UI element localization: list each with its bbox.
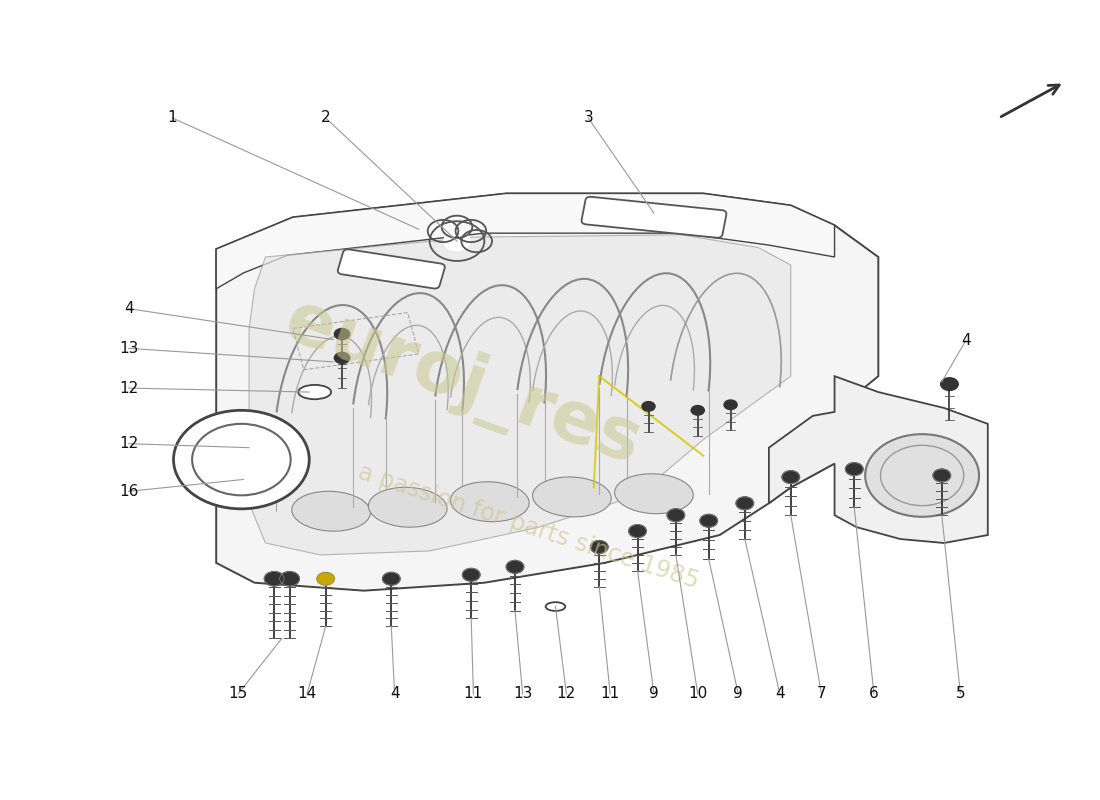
Ellipse shape — [615, 474, 693, 514]
FancyBboxPatch shape — [338, 250, 444, 289]
Text: euroj_res: euroj_res — [275, 286, 650, 482]
Text: 11: 11 — [464, 686, 483, 702]
Text: 1: 1 — [167, 110, 177, 126]
Text: 2: 2 — [321, 110, 330, 126]
Circle shape — [724, 400, 737, 410]
Ellipse shape — [451, 482, 529, 522]
Circle shape — [933, 469, 950, 482]
Text: 13: 13 — [513, 686, 532, 702]
Circle shape — [691, 406, 704, 415]
Text: a passion for parts since 1985: a passion for parts since 1985 — [354, 461, 702, 594]
Text: 3: 3 — [583, 110, 593, 126]
Text: 12: 12 — [119, 381, 139, 395]
Text: 13: 13 — [119, 341, 139, 356]
Circle shape — [383, 572, 400, 585]
Text: 4: 4 — [961, 333, 970, 348]
Text: 14: 14 — [297, 686, 317, 702]
Circle shape — [591, 541, 608, 554]
Circle shape — [334, 329, 350, 340]
Circle shape — [279, 571, 299, 586]
Text: 4: 4 — [124, 301, 133, 316]
Polygon shape — [217, 194, 878, 590]
Text: 5: 5 — [956, 686, 965, 702]
Circle shape — [667, 509, 684, 522]
Circle shape — [462, 569, 480, 581]
Ellipse shape — [292, 491, 371, 531]
Circle shape — [264, 571, 284, 586]
Circle shape — [317, 572, 334, 585]
Text: 4: 4 — [776, 686, 784, 702]
Circle shape — [174, 410, 309, 509]
Circle shape — [736, 497, 754, 510]
Text: 15: 15 — [229, 686, 248, 702]
Circle shape — [940, 378, 958, 390]
FancyBboxPatch shape — [582, 197, 726, 238]
Polygon shape — [249, 234, 791, 555]
Text: 11: 11 — [601, 686, 619, 702]
Text: 6: 6 — [869, 686, 879, 702]
Ellipse shape — [368, 487, 447, 527]
Text: 12: 12 — [119, 436, 139, 451]
Text: 7: 7 — [816, 686, 826, 702]
Circle shape — [782, 470, 800, 483]
Circle shape — [506, 561, 524, 573]
Ellipse shape — [298, 385, 331, 399]
Circle shape — [334, 352, 350, 363]
Circle shape — [642, 402, 656, 411]
Circle shape — [629, 525, 647, 538]
Text: 9: 9 — [734, 686, 744, 702]
Text: 12: 12 — [557, 686, 576, 702]
Text: 16: 16 — [119, 484, 139, 499]
Text: 9: 9 — [649, 686, 659, 702]
Circle shape — [866, 434, 979, 517]
Polygon shape — [217, 194, 835, 289]
Polygon shape — [769, 376, 988, 543]
Ellipse shape — [532, 477, 612, 517]
Text: 4: 4 — [389, 686, 399, 702]
Ellipse shape — [546, 602, 565, 611]
Text: 10: 10 — [689, 686, 707, 702]
Circle shape — [846, 462, 864, 475]
Circle shape — [700, 514, 717, 527]
Circle shape — [443, 231, 470, 250]
